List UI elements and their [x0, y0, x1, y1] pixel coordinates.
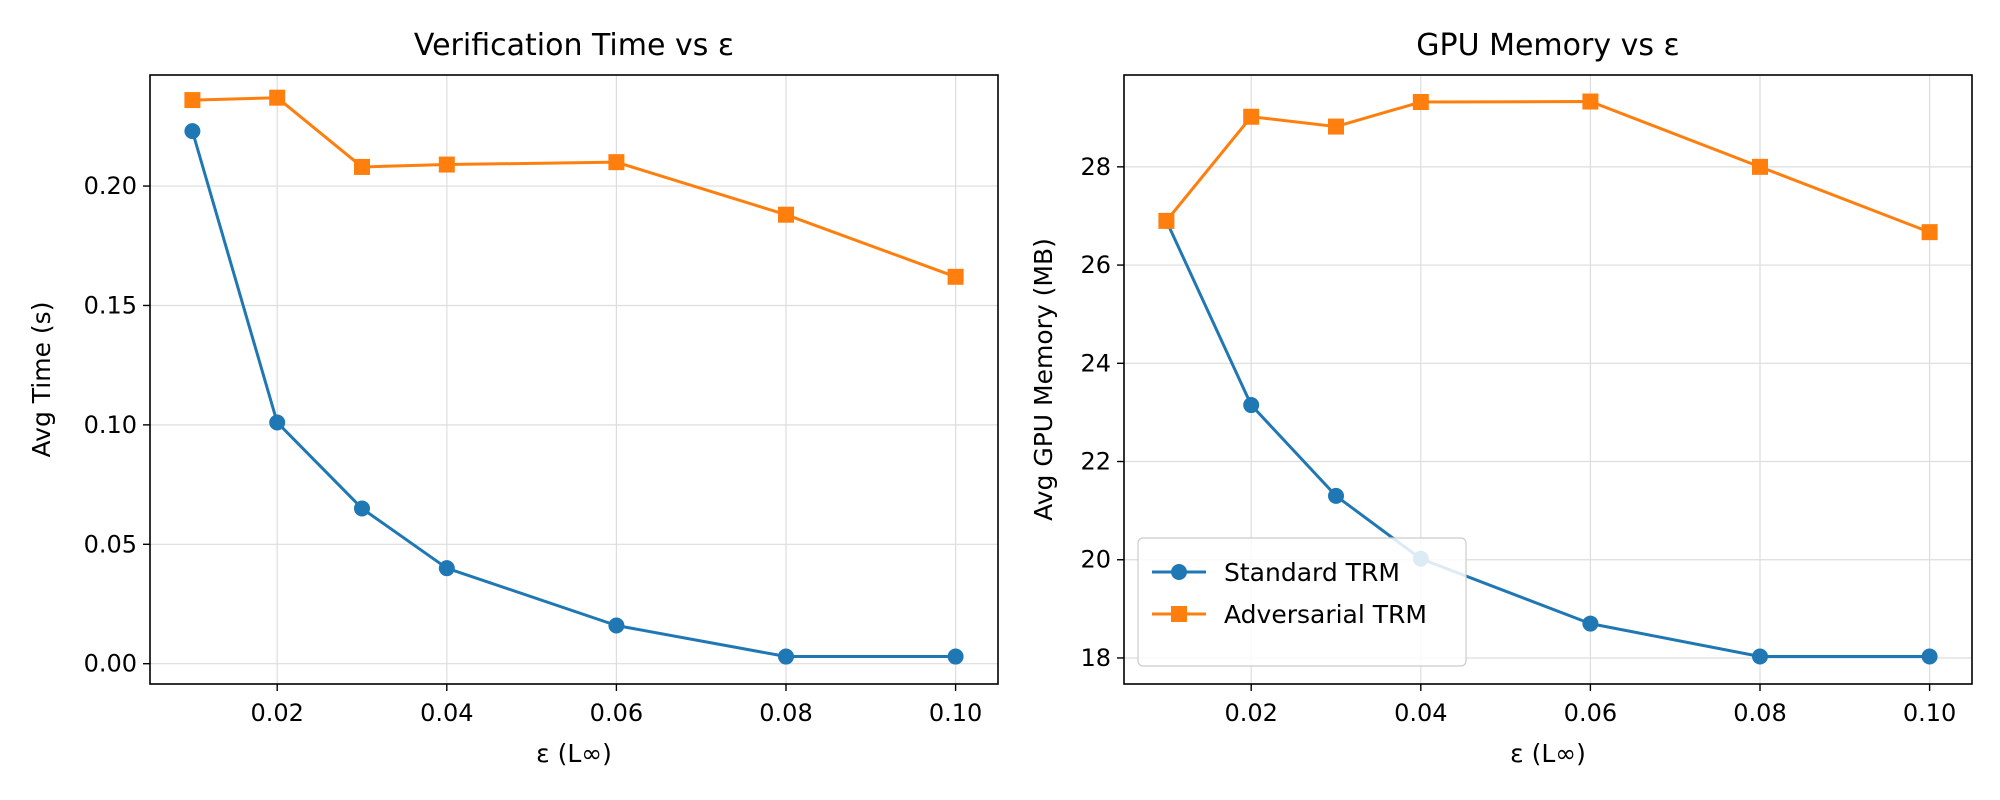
y-tick-label: 20: [1080, 546, 1111, 574]
data-point: [1752, 158, 1768, 175]
x-tick-label: 0.02: [1224, 699, 1277, 727]
y-axis-label: Avg GPU Memory (MB): [1029, 238, 1058, 521]
y-tick-label: 18: [1080, 644, 1111, 672]
legend-label: Adversarial TRM: [1224, 600, 1427, 629]
data-point: [1921, 224, 1938, 241]
data-point: [184, 92, 201, 109]
data-point: [438, 156, 455, 173]
chart-title: Verification Time vs ε: [414, 28, 734, 63]
x-axis-label: ε (L∞): [536, 739, 612, 768]
data-point: [778, 648, 794, 665]
y-tick-label: 28: [1080, 153, 1111, 181]
data-point: [778, 206, 794, 223]
y-tick-label: 0.10: [84, 411, 137, 439]
legend-box: [1137, 537, 1467, 667]
chart-verification-time: 0.02 0.04 0.06 0.08 0.10 0.00 0.05 0.10 0.15 0.20…: [27, 28, 999, 768]
x-tick-label: 0.02: [250, 699, 303, 727]
data-point: [354, 158, 370, 175]
data-point: [354, 500, 370, 517]
x-tick-label: 0.10: [1903, 699, 1956, 727]
series-standard-trm: [184, 123, 964, 665]
data-point: [1582, 93, 1599, 110]
x-tick-label: 0.08: [1733, 699, 1786, 727]
legend-item: Adversarial TRM: [1152, 600, 1427, 629]
y-tick-label: 0.00: [84, 650, 137, 678]
legend: Standard TRM Adversarial TRM: [1137, 537, 1467, 667]
data-point: [269, 89, 286, 106]
series-line: [190, 130, 956, 659]
chart-title: GPU Memory vs ε: [1416, 28, 1680, 63]
y-tick-label: 0.05: [84, 530, 137, 558]
data-point: [269, 414, 286, 431]
data-point: [608, 617, 625, 634]
data-point: [184, 123, 201, 140]
x-tick-label: 0.10: [929, 699, 982, 727]
y-tick-label: 0.15: [84, 291, 137, 319]
legend-item: Standard TRM: [1152, 558, 1400, 587]
series-adversarial-trm: [184, 89, 964, 285]
y-tick-label: 0.20: [84, 172, 137, 200]
data-point: [1158, 212, 1175, 229]
series-line: [192, 96, 957, 279]
data-point: [608, 154, 625, 171]
axes-frame: [1123, 74, 1973, 685]
x-axis-label: ε (L∞): [1510, 739, 1586, 768]
legend-label: Standard TRM: [1224, 558, 1400, 587]
data-point: [1921, 648, 1938, 665]
x-tick-label: 0.08: [759, 699, 812, 727]
data-point: [1412, 94, 1429, 111]
axes-frame: [149, 74, 999, 685]
data-point: [1243, 108, 1260, 125]
data-point: [947, 268, 964, 285]
series-adversarial-trm: [1158, 93, 1938, 241]
y-axis-label: Avg Time (s): [27, 302, 56, 458]
legend-marker: [1171, 564, 1187, 580]
data-point: [1328, 118, 1344, 135]
y-tick-label: 26: [1080, 251, 1111, 279]
data-point: [947, 648, 964, 665]
y-tick-label: 22: [1080, 448, 1111, 476]
data-point: [1582, 615, 1599, 632]
chart-gpu-memory: 0.02 0.04 0.06 0.08 0.10 18 20 22 24 26 28 GPU Mem…: [1029, 28, 1973, 768]
x-tick-label: 0.06: [590, 699, 643, 727]
data-point: [1752, 648, 1768, 665]
y-tick-label: 24: [1080, 349, 1111, 377]
data-point: [438, 560, 455, 577]
x-tick-label: 0.04: [420, 699, 473, 727]
data-point: [1328, 487, 1344, 504]
data-point: [1243, 397, 1260, 414]
x-tick-label: 0.04: [1394, 699, 1447, 727]
x-tick-label: 0.06: [1564, 699, 1617, 727]
legend-marker: [1171, 606, 1187, 622]
